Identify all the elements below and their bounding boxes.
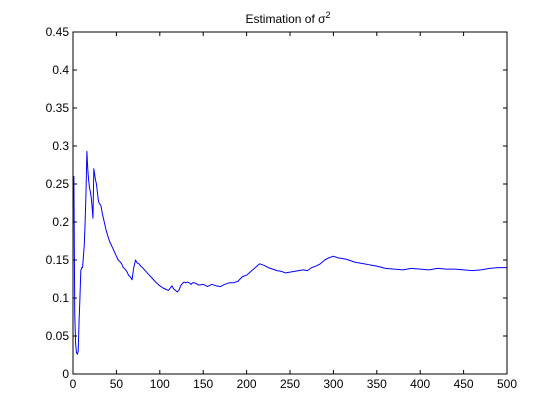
y-tick-label: 0.3: [52, 139, 69, 153]
x-tick-label: 300: [323, 377, 343, 391]
y-tick-label: 0.15: [46, 253, 70, 267]
axes-box: [72, 31, 508, 375]
chart-title-symbol: σ: [318, 12, 326, 26]
x-tick-label: 150: [193, 377, 213, 391]
y-tick-label: 0.05: [46, 329, 70, 343]
ticks-layer: 0 50 100 150 200 250 300 350 400 450 500 0 0.05 0.1 0.…: [46, 25, 518, 391]
y-tick-label: 0.1: [52, 291, 69, 305]
x-tick-label: 0: [70, 377, 77, 391]
chart-title: Estimation of σ2: [245, 10, 330, 26]
chart-title-prefix: Estimation of: [245, 12, 318, 26]
x-tick-label: 50: [110, 377, 124, 391]
y-tick-label: 0.2: [52, 215, 69, 229]
series-layer: [73, 150, 508, 355]
y-tick-label: 0: [62, 367, 69, 381]
y-tick-label: 0.45: [46, 25, 70, 39]
chart-title-superscript: 2: [326, 10, 331, 20]
x-tick-label: 350: [367, 377, 387, 391]
x-tick-label: 200: [237, 377, 257, 391]
x-tick-label: 400: [410, 377, 430, 391]
x-tick-label: 250: [280, 377, 300, 391]
x-tick-label: 100: [150, 377, 170, 391]
y-tick-label: 0.35: [46, 101, 70, 115]
y-tick-label: 0.4: [52, 63, 69, 77]
series-line: [73, 150, 508, 355]
x-tick-label: 450: [454, 377, 474, 391]
axes-background: [73, 32, 507, 374]
y-tick-label: 0.25: [46, 177, 70, 191]
x-tick-label: 500: [497, 377, 517, 391]
